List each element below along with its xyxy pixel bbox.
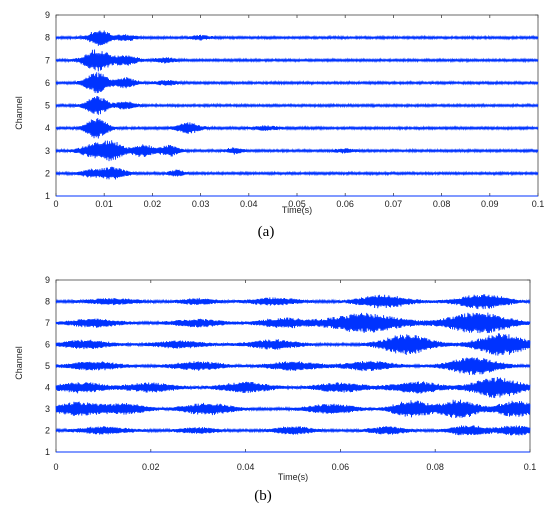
channel-trace-5 <box>55 357 531 375</box>
channel-trace-7 <box>55 312 531 334</box>
x-tick-label: 0.02 <box>144 199 162 209</box>
x-tick-label: 0.06 <box>336 199 354 209</box>
y-tick-label: 2 <box>45 426 50 436</box>
channel-trace-3 <box>55 140 539 162</box>
x-tick-label: 0.08 <box>426 462 444 472</box>
x-axis-label: Time(s) <box>282 205 312 215</box>
channel-trace-5 <box>55 95 539 115</box>
channel-trace-8 <box>55 294 531 310</box>
x-tick-label: 0.09 <box>481 199 499 209</box>
y-tick-label: 9 <box>45 275 50 285</box>
y-tick-label: 3 <box>45 146 50 156</box>
x-tick-label: 0.03 <box>192 199 210 209</box>
chart-panel-a: 1 2 3 4 5 6 7 8 9 0 0.01 0.02 0.03 0.04 0.05 0.06 0.07 0.… <box>14 10 544 240</box>
x-tick-label: 0 <box>53 462 58 472</box>
x-tick-label: 0.05 <box>288 199 306 209</box>
panel-caption: (b) <box>254 488 272 504</box>
y-tick-label: 3 <box>45 404 50 414</box>
y-tick-label: 8 <box>45 297 50 307</box>
y-tick-label: 4 <box>45 123 50 133</box>
y-tick-label: 1 <box>45 191 50 201</box>
panel-caption: (a) <box>258 224 275 240</box>
y-tick-label: 1 <box>45 447 50 457</box>
channel-trace-4 <box>55 118 539 139</box>
x-tick-label: 0.04 <box>240 199 258 209</box>
chart-panel-b: 1 2 3 4 5 6 7 8 9 0 0.02 0.04 0.06 0.08 0.1 Time(s) Chan… <box>14 275 536 504</box>
y-tick-label: 7 <box>45 318 50 328</box>
y-tick-label: 8 <box>45 33 50 43</box>
x-tick-label: 0.08 <box>433 199 451 209</box>
x-tick-label: 0 <box>53 199 58 209</box>
x-tick-label: 0.07 <box>385 199 403 209</box>
y-axis-label: Channel <box>14 346 24 380</box>
x-tick-label: 0.04 <box>237 462 255 472</box>
channel-trace-8 <box>55 30 539 46</box>
x-axis-label: Time(s) <box>278 472 308 482</box>
y-tick-label: 7 <box>45 55 50 65</box>
x-tick-label: 0.1 <box>532 199 545 209</box>
channel-trace-2 <box>55 166 539 180</box>
y-tick-label: 9 <box>45 10 50 20</box>
y-tick-label: 4 <box>45 383 50 393</box>
channel-trace-3 <box>55 399 531 418</box>
channel-trace-4 <box>55 377 531 399</box>
y-tick-label: 6 <box>45 78 50 88</box>
x-tick-label: 0.01 <box>95 199 113 209</box>
y-tick-label: 6 <box>45 340 50 350</box>
x-tick-label: 0.1 <box>524 462 537 472</box>
y-tick-label: 2 <box>45 168 50 178</box>
x-tick-label: 0.06 <box>332 462 350 472</box>
x-tick-label: 0.02 <box>142 462 160 472</box>
channel-trace-6 <box>55 333 531 356</box>
y-tick-label: 5 <box>45 361 50 371</box>
channel-trace-2 <box>55 425 531 436</box>
y-tick-label: 5 <box>45 101 50 111</box>
channel-trace-7 <box>55 49 539 72</box>
y-axis-label: Channel <box>14 96 24 130</box>
channel-trace-6 <box>55 72 539 94</box>
